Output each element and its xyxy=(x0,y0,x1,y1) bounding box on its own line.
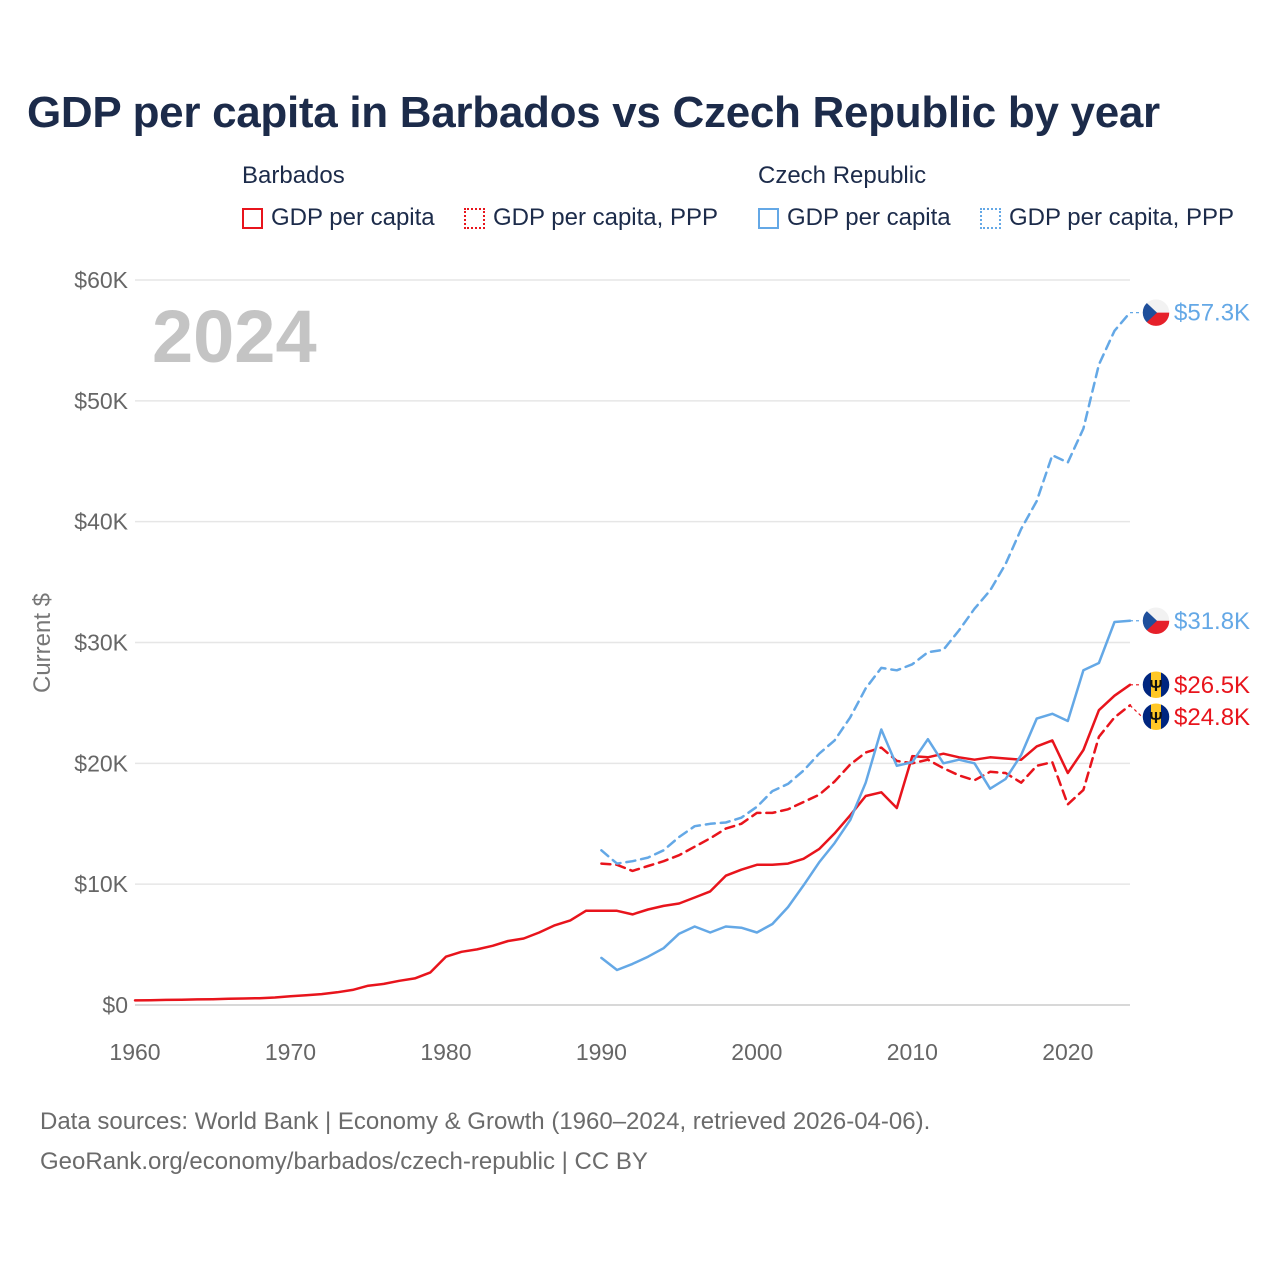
footer-attribution[interactable]: GeoRank.org/economy/barbados/czech-repub… xyxy=(40,1148,648,1175)
end-connector xyxy=(1129,704,1143,718)
x-tick-label: 2010 xyxy=(887,1039,938,1065)
flag-gold-band xyxy=(1151,702,1161,731)
footer-sources: Data sources: World Bank | Economy & Gro… xyxy=(40,1108,931,1135)
y-tick-label: $30K xyxy=(74,630,128,656)
legend-item-czech-gdp[interactable]: GDP per capita xyxy=(758,204,951,232)
flag-trident: Ψ xyxy=(1150,678,1163,695)
legend-swatch-solid-red xyxy=(242,207,263,229)
chart-title: GDP per capita in Barbados vs Czech Repu… xyxy=(27,88,1160,137)
legend-label: GDP per capita, PPP xyxy=(1009,204,1234,231)
x-tick-label: 1960 xyxy=(109,1039,160,1065)
series-line-barbados-solid xyxy=(133,683,1132,1002)
legend-swatch-solid-blue xyxy=(758,207,779,229)
flag-body xyxy=(1142,606,1170,635)
series-line-barbados-dashed xyxy=(600,704,1132,873)
end-value-label: $26.5K xyxy=(1174,672,1250,699)
flag-outline xyxy=(1141,606,1171,636)
y-tick-label: $10K xyxy=(74,871,128,897)
y-tick-label: $60K xyxy=(74,267,128,293)
czech-flag-icon xyxy=(1141,606,1171,636)
x-tick-label: 1970 xyxy=(265,1039,316,1065)
legend-barbados-heading: Barbados xyxy=(242,162,345,189)
x-tick-label: 2000 xyxy=(731,1039,782,1065)
y-tick-label: $20K xyxy=(74,750,128,776)
legend-czech-heading: Czech Republic xyxy=(758,162,927,189)
y-tick-label: $50K xyxy=(74,388,128,414)
end-value-label: $57.3K xyxy=(1174,300,1250,327)
legend-item-czech-gdp-ppp[interactable]: GDP per capita, PPP xyxy=(980,204,1234,232)
y-tick-label: $0 xyxy=(102,992,128,1018)
legend-item-barbados-gdp[interactable]: GDP per capita xyxy=(242,204,435,232)
flag-outline xyxy=(1141,670,1171,700)
flag-body: Ψ xyxy=(1142,670,1170,699)
series-line-czech-dashed xyxy=(600,311,1132,865)
flag-outline xyxy=(1141,297,1171,328)
legend-czech: Czech Republic GDP per capita GDP per ca… xyxy=(758,162,1268,242)
end-value-label: $31.8K xyxy=(1174,608,1250,635)
legend-label: GDP per capita xyxy=(787,204,951,231)
end-value-label: $24.8K xyxy=(1174,704,1250,731)
flag-outline xyxy=(1141,702,1171,732)
flag-blue-triangle xyxy=(1142,606,1157,635)
x-tick-label: 2020 xyxy=(1042,1039,1093,1065)
flag-body: Ψ xyxy=(1142,702,1170,731)
y-tick-label: $40K xyxy=(74,509,128,535)
x-tick-label: 1990 xyxy=(576,1039,627,1065)
legend-label: GDP per capita xyxy=(271,204,435,231)
czech-flag-icon xyxy=(1141,297,1171,328)
legend-label: GDP per capita, PPP xyxy=(493,204,718,231)
series-line-czech-solid xyxy=(600,619,1132,972)
year-watermark: 2024 xyxy=(152,295,317,378)
chart-plot: 2024 Current $ $0 $10K $20K $30K $40K $50K $60… xyxy=(29,267,1250,1065)
flag-trident: Ψ xyxy=(1150,710,1163,727)
flag-gold-band xyxy=(1151,670,1161,699)
barbados-flag-icon: Ψ xyxy=(1141,670,1171,700)
legend-barbados: Barbados GDP per capita GDP per capita, … xyxy=(242,162,742,242)
legend-swatch-dashed-red xyxy=(464,207,485,229)
flag-body xyxy=(1142,298,1170,327)
legend-item-barbados-gdp-ppp[interactable]: GDP per capita, PPP xyxy=(464,204,718,232)
y-axis-label: Current $ xyxy=(29,593,56,693)
barbados-flag-icon: Ψ xyxy=(1141,702,1171,732)
legend-swatch-dashed-blue xyxy=(980,207,1001,229)
x-tick-label: 1980 xyxy=(420,1039,471,1065)
flag-blue-triangle xyxy=(1142,298,1157,327)
